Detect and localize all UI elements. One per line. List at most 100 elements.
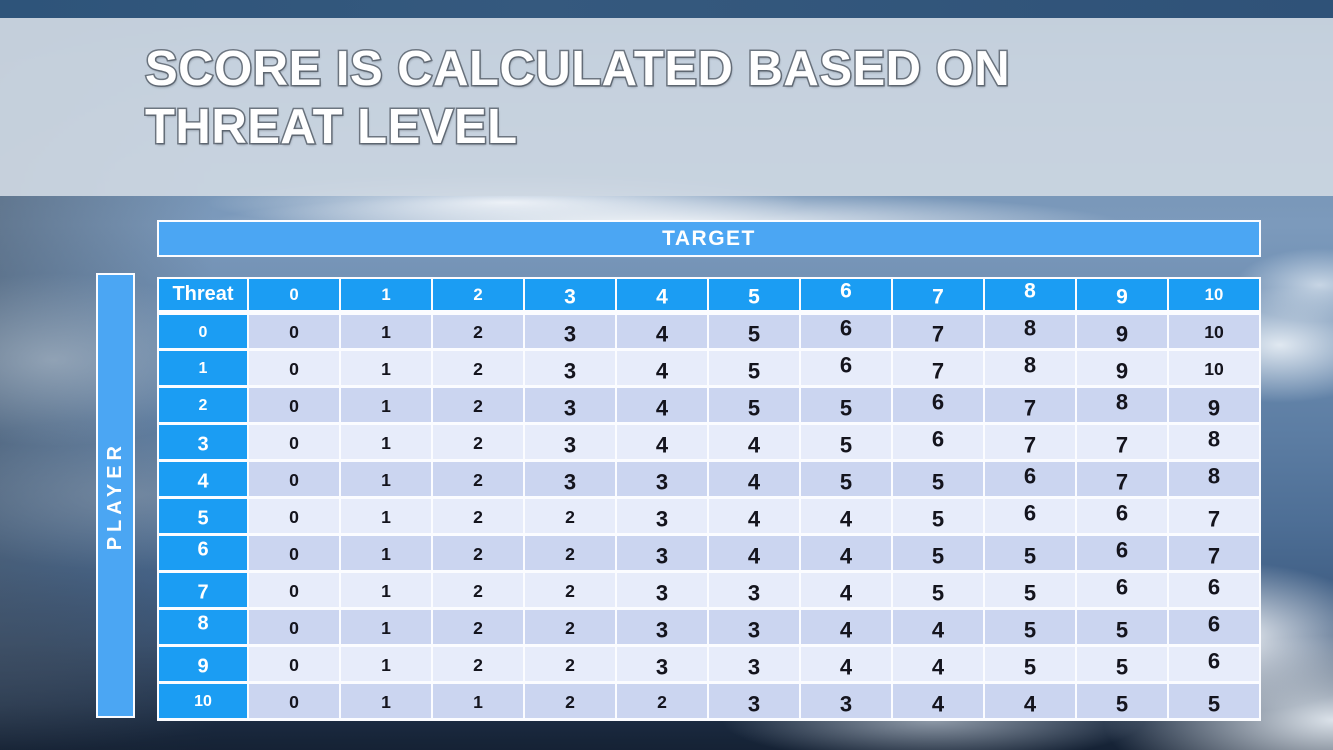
target-col-header: 3 [523, 277, 617, 315]
score-cell: 3 [615, 569, 709, 610]
target-axis-bar: TARGET [157, 220, 1261, 257]
score-cell: 6 [1167, 643, 1261, 684]
target-col-header: 8 [983, 277, 1077, 315]
target-col-header: 0 [247, 277, 341, 315]
score-cell: 7 [891, 310, 985, 351]
score-cell: 0 [247, 606, 341, 647]
score-cell: 4 [707, 421, 801, 462]
score-cell: 7 [891, 347, 985, 388]
score-cell: 2 [523, 495, 617, 536]
score-cell: 5 [983, 606, 1077, 647]
score-cell: 4 [983, 680, 1077, 721]
score-cell: 5 [1075, 680, 1169, 721]
score-cell: 2 [431, 643, 525, 684]
score-cell: 3 [707, 643, 801, 684]
player-row-header: 4 [157, 458, 249, 499]
header-row: Threat 0 1 2 3 4 5 6 7 8 9 10 [157, 277, 1261, 315]
score-cell: 5 [799, 384, 893, 425]
score-cell: 3 [523, 384, 617, 425]
score-cell: 4 [707, 458, 801, 499]
score-cell: 2 [523, 532, 617, 573]
score-cell: 8 [1167, 458, 1261, 499]
score-cell: 9 [1167, 384, 1261, 425]
target-col-header: 9 [1075, 277, 1169, 315]
score-cell: 4 [891, 680, 985, 721]
score-cell: 2 [431, 495, 525, 536]
score-cell: 2 [615, 680, 709, 721]
score-cell: 3 [615, 532, 709, 573]
score-cell: 1 [339, 347, 433, 388]
score-cell: 0 [247, 532, 341, 573]
player-row-header: 0 [157, 310, 249, 351]
score-cell: 7 [1167, 495, 1261, 536]
score-cell: 0 [247, 458, 341, 499]
score-cell: 2 [431, 606, 525, 647]
target-col-header: 2 [431, 277, 525, 315]
player-row-header: 3 [157, 421, 249, 462]
score-cell: 6 [1167, 569, 1261, 610]
threat-corner-label: Threat [157, 277, 249, 315]
score-cell: 1 [339, 458, 433, 499]
score-cell: 2 [523, 643, 617, 684]
target-col-header: 7 [891, 277, 985, 315]
target-col-header: 5 [707, 277, 801, 315]
score-cell: 5 [891, 458, 985, 499]
score-table: Threat 0 1 2 3 4 5 6 7 8 9 10 0 0 1 2 3 4 5 6 7 8 9 10 1 0 1 2 3 4 5 6 7… [157, 277, 1261, 721]
score-cell: 5 [799, 458, 893, 499]
score-cell: 1 [339, 310, 433, 351]
score-cell: 5 [1075, 606, 1169, 647]
top-strip [0, 0, 1333, 18]
score-cell: 5 [707, 347, 801, 388]
target-col-header: 4 [615, 277, 709, 315]
score-cell: 5 [983, 569, 1077, 610]
score-cell: 4 [615, 421, 709, 462]
score-cell: 1 [339, 606, 433, 647]
score-cell: 5 [891, 532, 985, 573]
score-cell: 2 [523, 680, 617, 721]
score-cell: 0 [247, 495, 341, 536]
score-cell: 7 [1167, 532, 1261, 573]
table-row: 0 0 1 2 3 4 5 6 7 8 9 10 [157, 310, 1261, 351]
score-cell: 0 [247, 643, 341, 684]
score-cell: 1 [431, 680, 525, 721]
score-cell: 3 [615, 495, 709, 536]
score-cell: 0 [247, 569, 341, 610]
score-cell: 5 [1075, 643, 1169, 684]
slide-title-line-1: SCORE IS CALCULATED BASED ON [143, 41, 1011, 98]
score-cell: 1 [339, 532, 433, 573]
score-cell: 4 [707, 495, 801, 536]
player-axis-bar: PLAYER [96, 273, 135, 718]
score-cell: 3 [615, 643, 709, 684]
score-cell: 6 [1167, 606, 1261, 647]
score-cell: 4 [615, 347, 709, 388]
score-cell: 1 [339, 680, 433, 721]
score-cell: 4 [799, 495, 893, 536]
score-cell: 2 [431, 310, 525, 351]
score-cell: 3 [799, 680, 893, 721]
score-cell: 6 [1075, 495, 1169, 536]
score-cell: 6 [983, 458, 1077, 499]
score-cell: 0 [247, 310, 341, 351]
score-cell: 1 [339, 643, 433, 684]
score-cell: 7 [1075, 458, 1169, 499]
player-row-header: 5 [157, 495, 249, 536]
score-cell: 3 [707, 569, 801, 610]
score-cell: 5 [707, 310, 801, 351]
score-cell: 6 [799, 310, 893, 351]
score-cell: 3 [615, 606, 709, 647]
score-cell: 1 [339, 569, 433, 610]
score-cell: 6 [891, 384, 985, 425]
score-cell: 9 [1075, 310, 1169, 351]
player-row-header: 6 [157, 532, 249, 573]
title-band: SCORE IS CALCULATED BASED ON THREAT LEVE… [0, 18, 1333, 196]
score-cell: 4 [707, 532, 801, 573]
score-cell: 1 [339, 384, 433, 425]
score-cell: 2 [431, 347, 525, 388]
score-cell: 5 [799, 421, 893, 462]
score-cell: 4 [615, 384, 709, 425]
score-cell: 5 [707, 384, 801, 425]
